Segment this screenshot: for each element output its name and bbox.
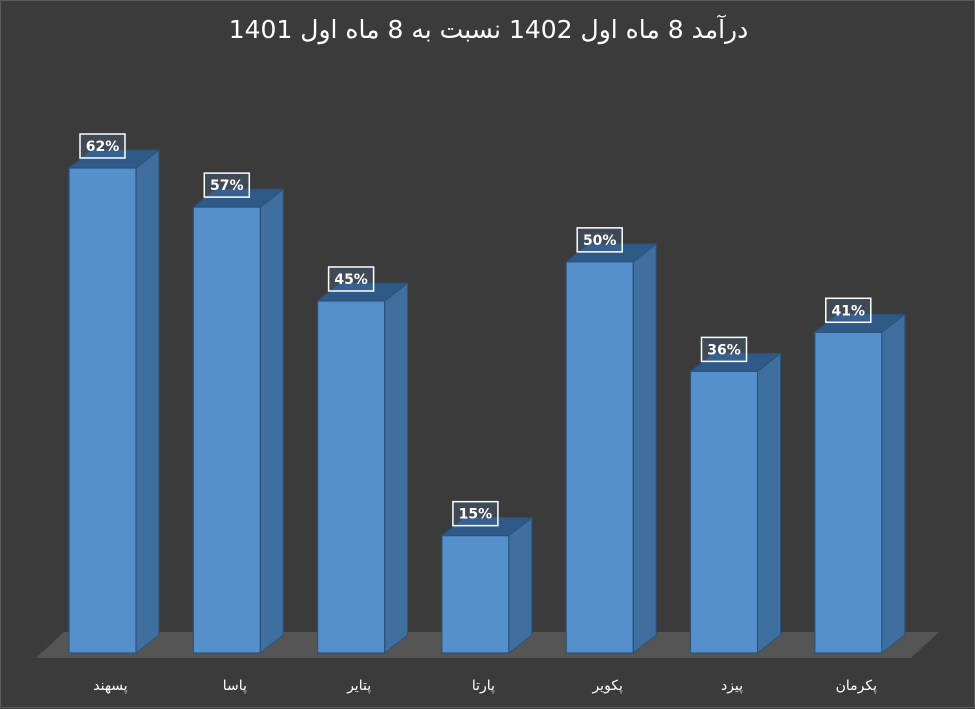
bar-side [508, 516, 533, 655]
bar-front [68, 167, 137, 654]
bar-side [632, 242, 657, 655]
bar-7 [813, 313, 907, 655]
data-label: 15% [459, 507, 493, 523]
data-label: 50% [583, 233, 617, 249]
bar-front [317, 300, 386, 654]
bar-front [689, 370, 759, 654]
chart-title: درآمد 8 ماه اول 1402 نسبت به 8 ماه اول 1… [228, 15, 749, 44]
category-label: پتایر [346, 678, 371, 694]
category-label: پکویر [591, 678, 623, 694]
data-label: 62% [86, 139, 120, 155]
bar-3 [316, 281, 410, 655]
bar-side [757, 352, 781, 655]
data-label-box [79, 133, 126, 159]
data-label-box [576, 227, 623, 253]
bar-6 [689, 352, 782, 655]
category-label: پارتا [472, 678, 495, 694]
category-label: پسهند [93, 678, 128, 694]
data-label-box [452, 500, 499, 527]
bar-4 [440, 516, 534, 655]
data-label: 36% [707, 342, 741, 358]
data-label-box [825, 297, 872, 324]
bar-side [384, 281, 409, 655]
data-label: 57% [210, 178, 244, 194]
bar-1 [67, 148, 161, 655]
data-label: 45% [334, 272, 368, 288]
data-label-box [700, 336, 748, 363]
bar-side [259, 188, 284, 655]
bar-front [441, 535, 510, 654]
category-label: پاسا [223, 678, 247, 694]
bar-side [135, 148, 160, 655]
bar-front [565, 261, 634, 654]
category-label: پیزد [721, 678, 743, 694]
bar-side [881, 313, 906, 655]
category-label: پکرمان [836, 678, 878, 694]
bar-front [814, 331, 883, 654]
bar-front [192, 206, 261, 654]
data-label: 41% [832, 303, 866, 319]
data-label-box [203, 172, 251, 198]
bar-2 [191, 188, 285, 655]
data-label-box [327, 266, 375, 292]
bar-5 [564, 242, 658, 655]
